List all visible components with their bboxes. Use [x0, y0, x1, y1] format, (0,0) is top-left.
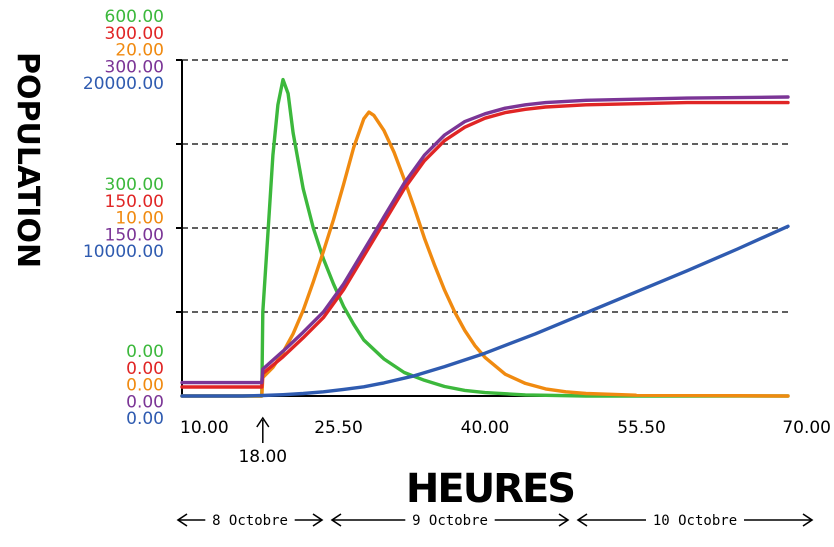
day-arrowhead-left-2 [576, 513, 588, 527]
day-label-2: 10 Octobre [653, 513, 737, 529]
y-label-orange-top: 20.00 [115, 41, 164, 61]
x-tick-label-2: 40.00 [461, 418, 510, 438]
y-label-orange-mid: 10.00 [115, 209, 164, 229]
series-line-3 [180, 95, 790, 385]
y-label-green-top: 600.00 [105, 7, 164, 27]
day-arrowhead-left-0 [176, 513, 188, 527]
series-line-4 [180, 224, 790, 398]
y-label-purple-bottom: 0.00 [126, 392, 164, 412]
x-tick-label-3: 55.50 [617, 418, 666, 438]
series-line-1 [180, 110, 790, 398]
x-marker-label: 18.00 [238, 447, 287, 467]
gridlines [182, 59, 788, 313]
day-arrowhead-right-2 [802, 513, 814, 527]
y-label-red-bottom: 0.00 [126, 359, 164, 379]
day-label-1: 9 Octobre [412, 513, 488, 529]
series-line-0 [180, 77, 790, 398]
day-label-0: 8 Octobre [212, 513, 288, 529]
x-marker-arrow-head [256, 416, 270, 428]
series-line-2 [180, 100, 790, 389]
x-tick-label-1: 25.50 [314, 418, 363, 438]
y-label-blue-top: 20000.00 [83, 74, 164, 94]
y-label-orange-bottom: 0.00 [126, 376, 164, 396]
y-label-blue-bottom: 0.00 [126, 409, 164, 429]
y-label-green-bottom: 0.00 [126, 342, 164, 362]
x-tick-label-0: 10.00 [180, 418, 229, 438]
day-arrowhead-right-0 [312, 513, 324, 527]
y-axis-labels: 600.00300.0020.00300.0020000.00300.00150… [83, 7, 164, 429]
y-label-red-top: 300.00 [105, 24, 164, 44]
y-label-blue-mid: 10000.00 [83, 242, 164, 262]
day-annotations: 8 Octobre 9 Octobre 10 Octobre [176, 513, 814, 529]
y-label-green-mid: 300.00 [105, 175, 164, 195]
day-arrowhead-right-1 [558, 513, 570, 527]
y-axis-title: POPULATION [10, 52, 45, 268]
y-label-purple-top: 300.00 [105, 57, 164, 77]
day-arrowhead-left-1 [330, 513, 342, 527]
series-lines [180, 77, 790, 398]
y-label-red-mid: 150.00 [105, 192, 164, 212]
x-tick-label-4: 70.00 [782, 418, 831, 438]
y-label-purple-mid: 150.00 [105, 225, 164, 245]
x-axis-title: HEURES [406, 466, 574, 512]
x-axis-ticks: 10.00 25.50 40.00 55.50 70.00 18.00 [180, 416, 831, 467]
